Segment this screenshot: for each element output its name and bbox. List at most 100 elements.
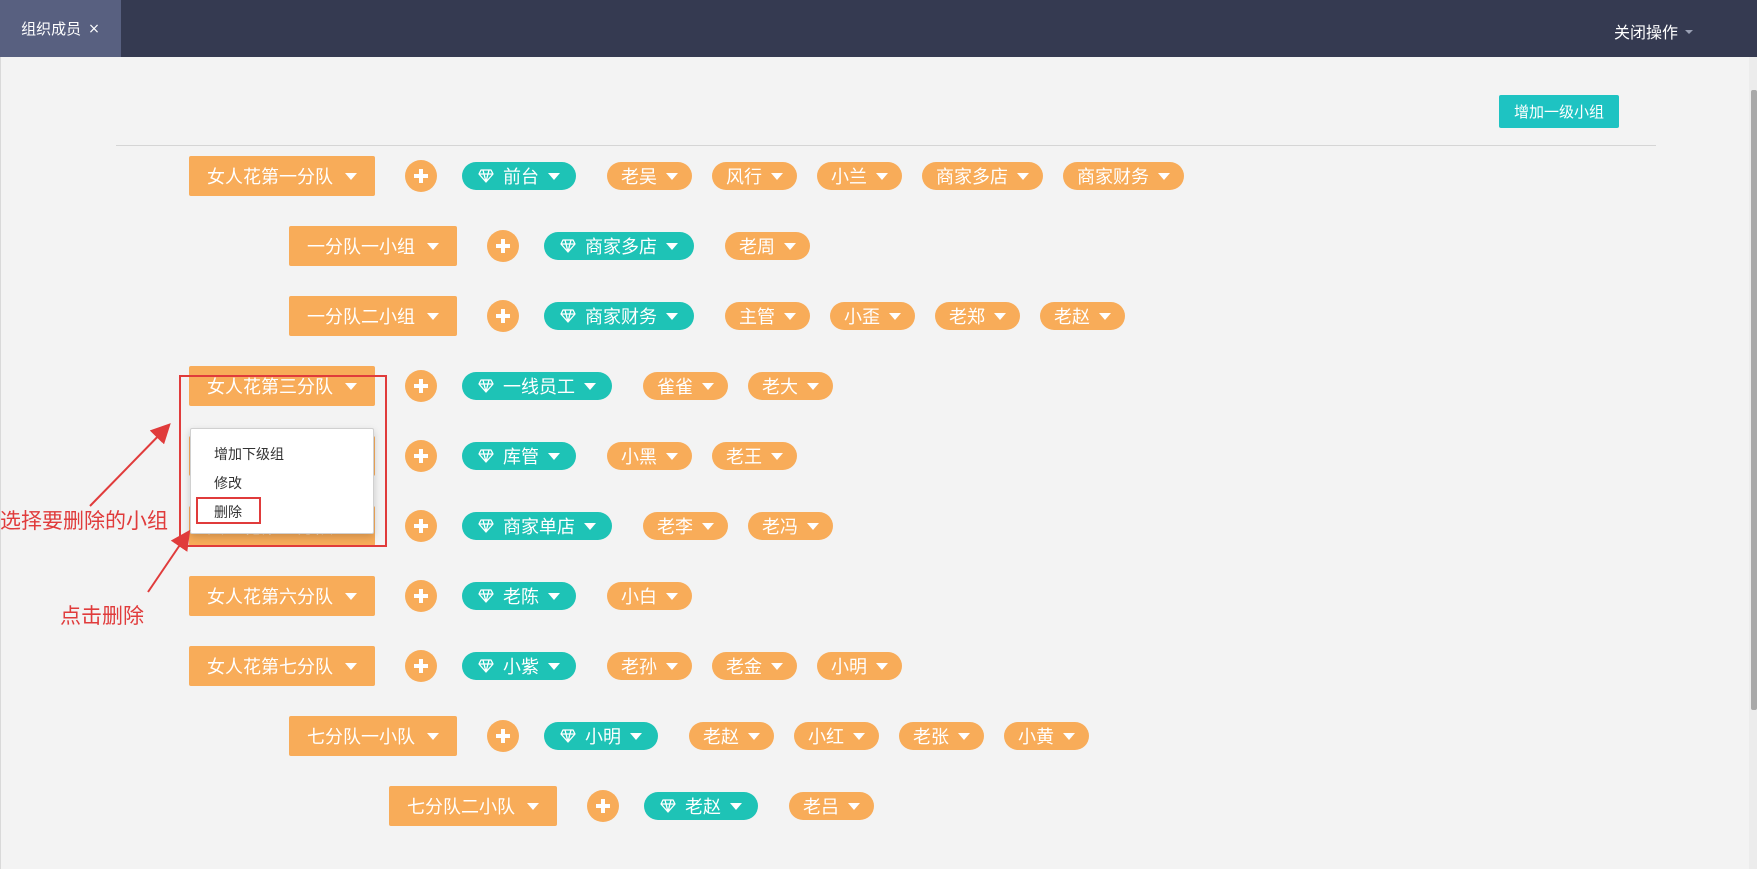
add-member-icon[interactable]: [487, 230, 519, 262]
tab-close-icon[interactable]: ×: [88, 20, 100, 37]
diamond-icon: [560, 309, 576, 323]
divider: [116, 145, 1656, 146]
caret-down-icon: [666, 592, 678, 600]
member-pill[interactable]: 主管: [725, 302, 810, 330]
member-name: 老王: [726, 447, 762, 468]
caret-down-icon: [548, 172, 560, 180]
leader-pill[interactable]: 老陈: [462, 582, 576, 610]
add-member-icon[interactable]: [405, 440, 437, 472]
member-pill[interactable]: 老金: [712, 652, 797, 680]
add-member-icon[interactable]: [587, 790, 619, 822]
member-pill[interactable]: 小红: [794, 722, 879, 750]
member-name: 老郑: [949, 307, 985, 328]
annotation-highlight-box: [179, 375, 387, 547]
member-pill[interactable]: 商家多店: [922, 162, 1043, 190]
member-pill[interactable]: 老大: [748, 372, 833, 400]
caret-down-icon: [1099, 312, 1111, 320]
leader-pill[interactable]: 商家单店: [462, 512, 612, 540]
caret-down-icon: [584, 382, 596, 390]
group-name: 一分队二小组: [307, 307, 415, 328]
leader-pill[interactable]: 小紫: [462, 652, 576, 680]
caret-down-icon: [702, 522, 714, 530]
member-pill[interactable]: 小歪: [830, 302, 915, 330]
caret-down-icon: [666, 242, 678, 250]
scrollbar-thumb[interactable]: [1751, 90, 1757, 710]
member-pill[interactable]: 风行: [712, 162, 797, 190]
member-name: 老张: [913, 727, 949, 748]
member-pill[interactable]: 老郑: [935, 302, 1020, 330]
group-dropdown-button[interactable]: 女人花第三分队: [189, 366, 375, 406]
member-pill[interactable]: 老周: [725, 232, 810, 260]
member-pill[interactable]: 老孙: [607, 652, 692, 680]
member-name: 老大: [762, 377, 798, 398]
diamond-icon: [478, 589, 494, 603]
tab-org-members[interactable]: 组织成员 ×: [0, 0, 121, 57]
group-row: 一分队二小组 商家财务 主管 小歪 老郑 老赵: [289, 295, 1125, 337]
member-name: 小红: [808, 727, 844, 748]
close-operations-menu[interactable]: 关闭操作: [1614, 0, 1693, 62]
add-member-icon[interactable]: [405, 650, 437, 682]
add-member-icon[interactable]: [487, 300, 519, 332]
member-pill[interactable]: 雀雀: [643, 372, 728, 400]
member-pill[interactable]: 小明: [817, 652, 902, 680]
group-dropdown-button[interactable]: 七分队二小队: [389, 786, 557, 826]
caret-down-icon: [548, 592, 560, 600]
group-dropdown-button[interactable]: 七分队一小队: [289, 716, 457, 756]
group-dropdown-button[interactable]: 一分队二小组: [289, 296, 457, 336]
member-pill[interactable]: 老吴: [607, 162, 692, 190]
caret-down-icon: [876, 172, 888, 180]
caret-down-icon: [771, 452, 783, 460]
menu-item-delete[interactable]: 删除: [214, 505, 242, 521]
leader-pill[interactable]: 库管: [462, 442, 576, 470]
leader-pill[interactable]: 商家多店: [544, 232, 694, 260]
member-pill[interactable]: 小白: [607, 582, 692, 610]
member-name: 老吕: [803, 797, 839, 818]
menu-item-edit[interactable]: 修改: [214, 476, 242, 492]
diamond-icon: [478, 659, 494, 673]
chevron-down-icon: [1685, 30, 1693, 34]
member-pill[interactable]: 老吕: [789, 792, 874, 820]
member-pill[interactable]: 老王: [712, 442, 797, 470]
group-name: 女人花第一分队: [207, 167, 333, 188]
menu-item-add-subgroup[interactable]: 增加下级组: [214, 447, 284, 463]
leader-pill[interactable]: 前台: [462, 162, 576, 190]
add-member-icon[interactable]: [487, 720, 519, 752]
caret-down-icon: [848, 802, 860, 810]
caret-down-icon: [345, 592, 357, 600]
member-pill[interactable]: 老赵: [689, 722, 774, 750]
leader-pill[interactable]: 商家财务: [544, 302, 694, 330]
group-dropdown-button[interactable]: 女人花第六分队: [189, 576, 375, 616]
diamond-icon: [560, 729, 576, 743]
leader-name: 老陈: [503, 587, 539, 608]
add-member-icon[interactable]: [405, 160, 437, 192]
add-member-icon[interactable]: [405, 510, 437, 542]
member-pill[interactable]: 老张: [899, 722, 984, 750]
member-pill[interactable]: 商家财务: [1063, 162, 1184, 190]
leader-name: 老赵: [685, 797, 721, 818]
member-pill[interactable]: 小黑: [607, 442, 692, 470]
add-member-icon[interactable]: [405, 370, 437, 402]
leader-name: 小紫: [503, 657, 539, 678]
add-member-icon[interactable]: [405, 580, 437, 612]
group-dropdown-button[interactable]: 女人花第七分队: [189, 646, 375, 686]
member-pill[interactable]: 老赵: [1040, 302, 1125, 330]
leader-name: 一线员工: [503, 377, 575, 398]
group-dropdown-button[interactable]: 女人花第一分队: [189, 156, 375, 196]
group-dropdown-menu: 增加下级组 修改 删除: [190, 428, 374, 534]
caret-down-icon: [345, 172, 357, 180]
member-name: 雀雀: [657, 377, 693, 398]
member-pill[interactable]: 老李: [643, 512, 728, 540]
group-name: 女人花第六分队: [207, 587, 333, 608]
member-pill[interactable]: 老冯: [748, 512, 833, 540]
leader-pill[interactable]: 一线员工: [462, 372, 612, 400]
member-name: 老赵: [703, 727, 739, 748]
member-name: 老赵: [1054, 307, 1090, 328]
leader-pill[interactable]: 小明: [544, 722, 658, 750]
caret-down-icon: [958, 732, 970, 740]
group-dropdown-button[interactable]: 一分队一小组: [289, 226, 457, 266]
leader-pill[interactable]: 老赵: [644, 792, 758, 820]
caret-down-icon: [1158, 172, 1170, 180]
member-pill[interactable]: 小兰: [817, 162, 902, 190]
member-pill[interactable]: 小黄: [1004, 722, 1089, 750]
add-top-group-button[interactable]: 增加一级小组: [1499, 95, 1619, 128]
